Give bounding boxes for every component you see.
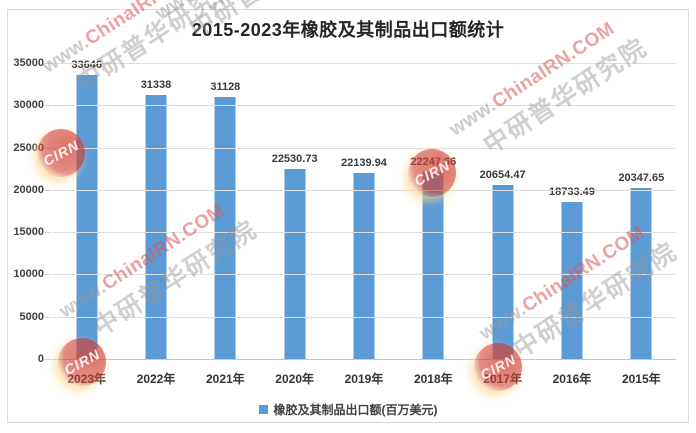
bar-slot: 31338 bbox=[121, 64, 190, 360]
x-axis-tick-label: 2019年 bbox=[344, 372, 384, 386]
bar-value-label: 33646 bbox=[71, 59, 102, 72]
bars-row: 33646 31338 31128 22530.73 22139.94 22247.66 2… bbox=[52, 59, 676, 360]
bar bbox=[353, 172, 375, 360]
x-axis-line bbox=[52, 359, 676, 360]
chart-border bbox=[7, 9, 689, 423]
y-axis-tick-label: 25000 bbox=[13, 141, 44, 154]
bar bbox=[422, 171, 444, 360]
y-axis-tick-label: 0 bbox=[37, 353, 44, 365]
x-axis-tick-label: 2022年 bbox=[136, 372, 176, 386]
bar-value-label: 20347.65 bbox=[618, 171, 665, 184]
bar bbox=[492, 185, 514, 360]
bar-slot: 20654.47 bbox=[468, 64, 537, 360]
y-axis-tick-label: 10000 bbox=[13, 268, 44, 281]
legend: 橡胶及其制品出口额(百万美元) bbox=[0, 401, 696, 418]
x-axis-tick-label: 2021年 bbox=[205, 372, 245, 386]
bar-value-label: 18733.49 bbox=[549, 185, 595, 198]
y-axis-tick-mark bbox=[45, 316, 51, 318]
bar-value-label: 20654.47 bbox=[479, 169, 526, 182]
bar-value-label: 22139.94 bbox=[341, 156, 387, 169]
gridline bbox=[52, 232, 676, 234]
bar bbox=[284, 169, 306, 360]
gridline bbox=[52, 105, 676, 107]
bar bbox=[561, 201, 583, 360]
bar-value-label: 31338 bbox=[140, 78, 172, 91]
y-axis-tick-mark bbox=[45, 63, 51, 64]
y-axis-tick-label: 35000 bbox=[13, 57, 44, 69]
bar-value-label: 22247.66 bbox=[410, 155, 457, 168]
x-axis-tick-label: 2015年 bbox=[621, 372, 661, 386]
y-axis-tick-mark bbox=[45, 232, 51, 234]
bar-slot: 18733.49 bbox=[537, 64, 606, 360]
x-axis-tick-label: 2017年 bbox=[483, 372, 522, 386]
gridline bbox=[52, 316, 676, 318]
gridline bbox=[52, 274, 676, 276]
bar bbox=[145, 94, 167, 360]
y-axis-tick-label: 5000 bbox=[19, 310, 44, 323]
y-axis-tick-label: 30000 bbox=[13, 99, 44, 112]
gridline bbox=[52, 63, 676, 64]
chart-title: 2015-2023年橡胶及其制品出口额统计 bbox=[191, 20, 505, 40]
x-axis-tick-label: 2018年 bbox=[413, 372, 453, 386]
bar-slot: 31128 bbox=[191, 64, 260, 360]
y-axis-tick-mark bbox=[45, 189, 51, 191]
y-axis-tick-mark bbox=[45, 147, 51, 149]
y-axis-labels: 0 5000 10000 15000 20000 25000 30000 35000 bbox=[0, 57, 44, 365]
legend-swatch-icon bbox=[258, 405, 268, 414]
bar-slot: 33646 bbox=[52, 59, 121, 360]
y-axis-tick-marks bbox=[45, 63, 51, 360]
legend-label: 橡胶及其制品出口额(百万美元) bbox=[273, 403, 438, 417]
x-axis-tick-label: 2016年 bbox=[552, 372, 592, 386]
y-axis-tick-label: 20000 bbox=[13, 183, 44, 196]
gridline bbox=[52, 147, 676, 149]
bar-slot: 22247.66 bbox=[399, 64, 468, 360]
y-axis-tick-mark bbox=[45, 105, 51, 107]
x-axis-labels: 2023年 2022年 2021年 2020年 2019年 2018年 2017年 2016年… bbox=[52, 370, 676, 387]
bar bbox=[214, 96, 236, 360]
x-axis-tick-label: 2023年 bbox=[67, 372, 107, 386]
bar-value-label: 22530.73 bbox=[271, 153, 318, 166]
bar-slot: 22139.94 bbox=[329, 64, 398, 360]
bar-slot: 20347.65 bbox=[607, 64, 676, 360]
plot-area: 33646 31338 31128 22530.73 22139.94 22247.66 2… bbox=[52, 59, 676, 360]
x-axis-tick-label: 2020年 bbox=[275, 372, 314, 386]
bar-slot: 22530.73 bbox=[260, 64, 329, 360]
y-axis-tick-mark bbox=[45, 274, 51, 276]
bar-value-label: 31128 bbox=[210, 80, 241, 93]
y-axis-tick-label: 15000 bbox=[13, 226, 44, 239]
gridline bbox=[52, 189, 676, 191]
y-axis-tick-mark bbox=[45, 359, 51, 360]
